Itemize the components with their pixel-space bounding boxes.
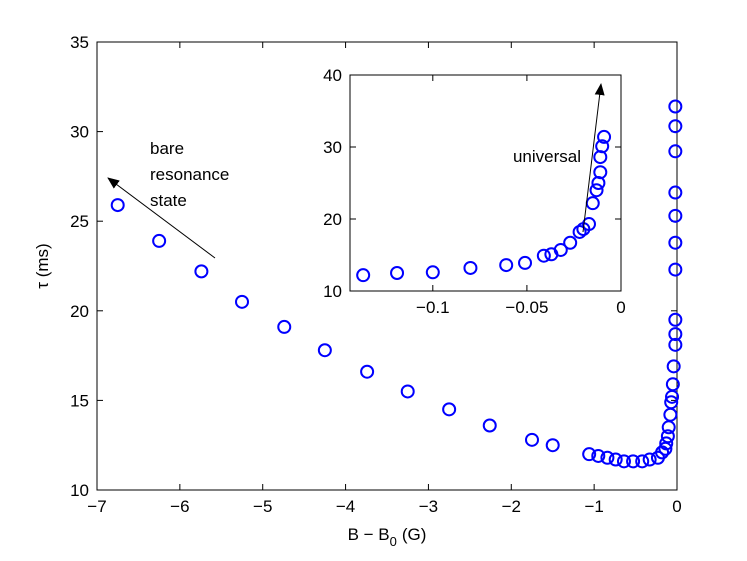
point <box>666 359 681 374</box>
x-tick-label: −1 <box>584 497 603 516</box>
point <box>442 402 457 417</box>
point <box>668 185 683 200</box>
point <box>425 265 440 280</box>
annotation: bare <box>150 139 184 158</box>
point <box>536 248 551 263</box>
point <box>642 452 657 467</box>
point <box>668 208 683 223</box>
y-tick-label: 25 <box>70 212 89 231</box>
point <box>582 447 597 462</box>
plot-area <box>349 74 622 292</box>
y-tick-label: 30 <box>323 138 342 157</box>
point <box>595 139 610 154</box>
point <box>545 438 560 453</box>
point <box>499 258 514 273</box>
point <box>668 235 683 250</box>
point <box>635 454 650 469</box>
point <box>608 452 623 467</box>
label-part: 0 <box>390 534 397 549</box>
label-part: (G) <box>402 525 427 544</box>
point <box>525 432 539 447</box>
point <box>356 268 371 283</box>
x-tick-label: 0 <box>672 497 681 516</box>
point <box>597 129 612 144</box>
point <box>360 364 375 379</box>
x-tick-label: −4 <box>336 497 355 516</box>
x-axis-label: B − B0 (G) <box>348 525 427 549</box>
arrow <box>582 83 605 233</box>
point <box>668 312 683 327</box>
annotation: resonance <box>150 165 229 184</box>
point <box>518 255 533 270</box>
annotation: universal <box>513 147 581 166</box>
point <box>668 327 683 342</box>
point <box>582 217 597 232</box>
y-tick-label: 10 <box>323 282 342 301</box>
point <box>668 144 683 159</box>
x-tick-label: −5 <box>253 497 272 516</box>
point <box>110 198 125 213</box>
y-tick-label: 20 <box>323 210 342 229</box>
x-tick-label: −3 <box>419 497 438 516</box>
y-tick-label: 15 <box>70 391 89 410</box>
x-tick-label: −7 <box>87 497 106 516</box>
point <box>659 436 674 451</box>
point <box>664 395 679 410</box>
point <box>277 319 292 334</box>
point <box>400 384 415 399</box>
y-tick-label: 20 <box>70 302 89 321</box>
label-part: B − B <box>348 525 390 544</box>
point <box>194 264 209 279</box>
point <box>553 242 568 257</box>
y-tick-label: 30 <box>70 123 89 142</box>
point <box>152 233 167 248</box>
x-tick-label: 0 <box>616 298 625 317</box>
point <box>317 343 332 358</box>
point <box>668 119 683 134</box>
point <box>572 224 587 239</box>
point <box>591 448 606 463</box>
point <box>463 260 478 275</box>
y-tick-label: 35 <box>70 33 89 52</box>
x-tick-label: −0.05 <box>505 298 548 317</box>
point <box>600 450 615 465</box>
point <box>563 235 578 250</box>
y-tick-label: 10 <box>70 481 89 500</box>
point <box>668 262 683 277</box>
y-axis-label: τ (ms) <box>33 243 52 288</box>
point <box>235 294 249 309</box>
point <box>668 337 683 352</box>
point <box>660 429 675 444</box>
arrow <box>107 177 216 259</box>
x-tick-label: −6 <box>170 497 189 516</box>
point <box>390 266 405 280</box>
point <box>616 454 631 469</box>
y-tick-label: 40 <box>323 66 342 85</box>
x-tick-label: −2 <box>502 497 521 516</box>
annotation: state <box>150 191 187 210</box>
point <box>589 183 604 198</box>
point <box>593 165 608 180</box>
point <box>658 441 673 456</box>
point <box>482 418 497 433</box>
x-tick-label: −0.1 <box>416 298 450 317</box>
point <box>665 377 680 392</box>
point <box>626 454 641 469</box>
point <box>668 99 683 114</box>
